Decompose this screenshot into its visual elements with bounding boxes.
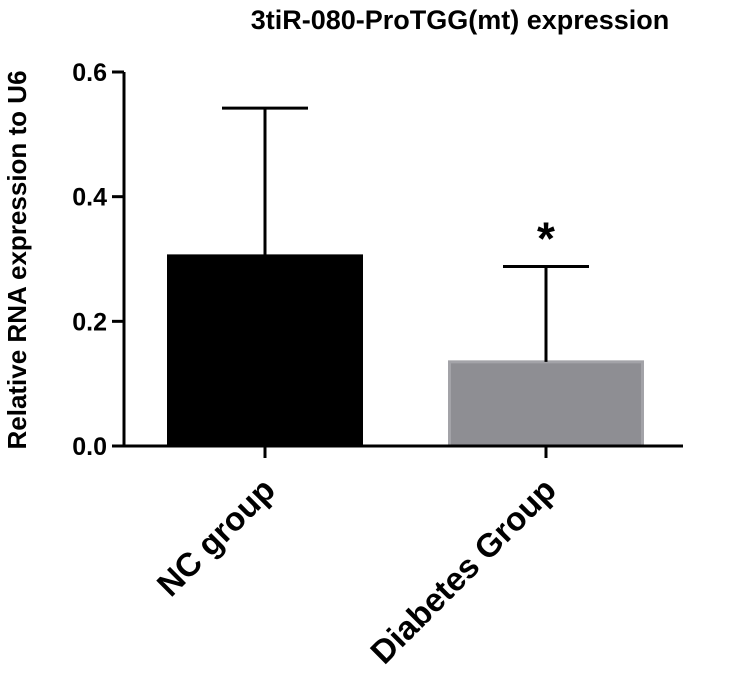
- y-tick-label-0: 0.0: [72, 433, 107, 461]
- bar-1: [448, 360, 644, 448]
- category-label-0: NC group: [149, 471, 281, 603]
- significance-marker-1: *: [537, 212, 555, 264]
- y-tick-label-3: 0.6: [72, 59, 107, 87]
- chart-title: 3tiR-080-ProTGG(mt) expression: [251, 5, 670, 35]
- category-label-1: Diabetes Group: [363, 471, 563, 671]
- plot-area: NC group * Diabetes Group 0.0 0.2 0.4 0.6: [72, 59, 683, 671]
- bar-0: [167, 254, 363, 448]
- y-tick-label-1: 0.2: [72, 308, 107, 336]
- y-tick-label-2: 0.4: [72, 184, 107, 212]
- y-axis-label: Relative RNA expression to U6: [2, 70, 32, 449]
